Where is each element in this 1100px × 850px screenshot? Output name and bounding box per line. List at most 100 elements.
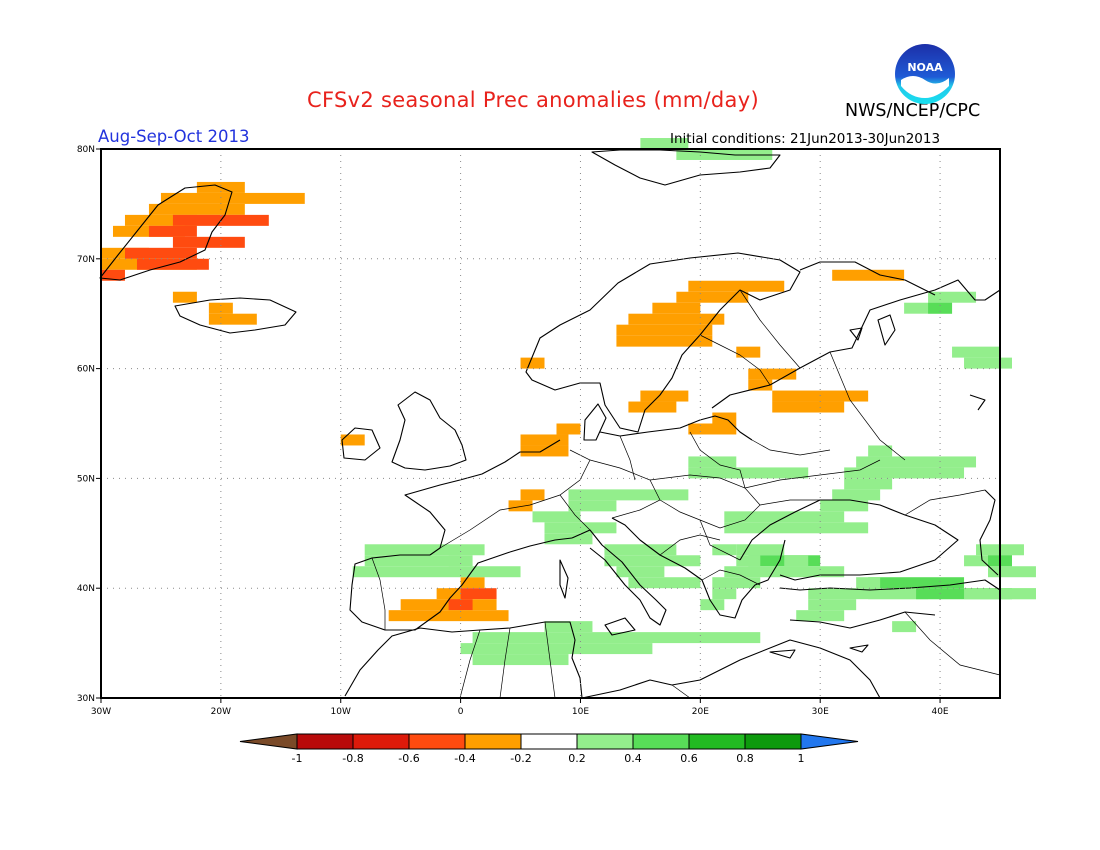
anomaly-cell [712,544,737,556]
anomaly-cell [844,478,893,490]
coast-italy [571,529,667,626]
anomaly-cell [172,291,197,303]
anomaly-cell [448,555,473,567]
coast-germany-nl [459,439,561,481]
coast-black-sea [739,499,959,581]
anomaly-cell [928,291,977,303]
lon-tick-label: 20E [692,707,709,717]
anomaly-cell [808,588,929,600]
anomaly-cell [748,379,773,391]
coast-scandinavia [525,252,801,433]
lon-tick-label: 40E [931,707,948,717]
anomaly-cell [508,500,533,512]
anomaly-cell [892,621,917,633]
anomaly-cell [364,555,461,567]
legend-swatch [520,733,578,750]
map-title: CFSv2 seasonal Prec anomalies (mm/day) [307,88,759,112]
anomaly-cell [520,445,569,457]
anomaly-cell [520,489,545,501]
lon-tick-label: 30E [812,707,829,717]
anomaly-cell [520,434,569,446]
forecast-period: Aug-Sep-Oct 2013 [98,127,250,146]
anomaly-cell [808,599,857,611]
legend-label: 0.4 [624,752,642,765]
anomaly-cell [964,357,1012,369]
anomaly-cell [628,577,701,589]
anomaly-cell [340,434,365,446]
anomaly-cell [784,555,809,567]
anomaly-cell [868,445,893,457]
anomaly-cell [724,511,845,523]
coast-sicily [604,617,636,636]
axis-ticks: 80N 70N 60N 50N 40N 30N 30W 20W 10W 0 10E 20E 30E 40E [77,145,949,717]
logo-text: NOAA [907,61,943,74]
coast-corsica-sardinia [559,559,569,599]
coast-ireland [341,427,381,461]
anomaly-cell [712,588,737,600]
anomaly-cell [520,357,545,369]
anomaly-cell [472,632,761,644]
legend-swatch [632,733,690,750]
anomaly-cell [604,555,701,567]
legend-swatch [800,733,859,750]
anomaly-cell [616,324,713,336]
anomaly-cell [208,313,257,325]
coast-iceland [174,297,297,334]
anomaly-cell [640,390,689,402]
agency-label: NWS/NCEP/CPC [845,101,981,121]
anomaly-cell [640,138,689,149]
coast-turkey [779,579,1001,591]
lat-tick-label: 60N [77,365,95,375]
anomaly-cell [856,456,977,468]
legend-swatch [408,733,466,750]
anomaly-cell [604,544,677,556]
coast-uk [391,391,467,471]
anomaly-cell [448,599,473,611]
anomaly-cell [148,203,245,215]
coast-adriatic-balkans [611,517,786,619]
anomaly-cell [688,423,737,435]
anomaly-cell [364,544,485,556]
legend-label: 0.8 [736,752,754,765]
legend-swatch [464,733,522,750]
anomaly-cell [748,368,797,380]
coast-kola [799,261,936,296]
legend-swatch [239,733,298,750]
anomaly-cell [112,225,185,237]
anomaly-cell [712,412,737,424]
anomaly-cell [148,225,197,237]
anomaly-cell [628,313,725,325]
legend-label: 0.6 [680,752,698,765]
coast-north-africa [344,621,583,699]
anomaly-cell [688,280,785,292]
coastlines [99,149,1001,699]
anomaly-cell [928,302,953,314]
legend-label: -0.4 [454,752,475,765]
anomaly-cell [616,335,713,347]
lat-tick-label: 50N [77,474,95,484]
lat-tick-label: 30N [77,694,95,704]
anomaly-cell [616,566,665,578]
legend-swatch [352,733,410,750]
anomaly-cell [352,566,521,578]
anomaly-cell [101,269,125,281]
anomaly-cell [712,577,761,589]
anomaly-cell [172,236,245,248]
anomaly-cell [388,610,509,622]
anomaly-cell [952,346,1000,358]
lat-tick-label: 80N [77,145,95,155]
anomaly-cell [832,269,905,281]
anomaly-cell [544,621,593,633]
country-borders [371,289,1001,699]
legend-swatch [688,733,746,750]
anomaly-cell [772,401,845,413]
anomaly-cell [820,500,869,512]
anomaly-cell [160,192,305,204]
coast-crete [769,649,796,659]
anomaly-cell [724,566,845,578]
anomaly-cell [676,291,749,303]
legend-label: 1 [798,752,805,765]
anomaly-cell [868,577,965,589]
